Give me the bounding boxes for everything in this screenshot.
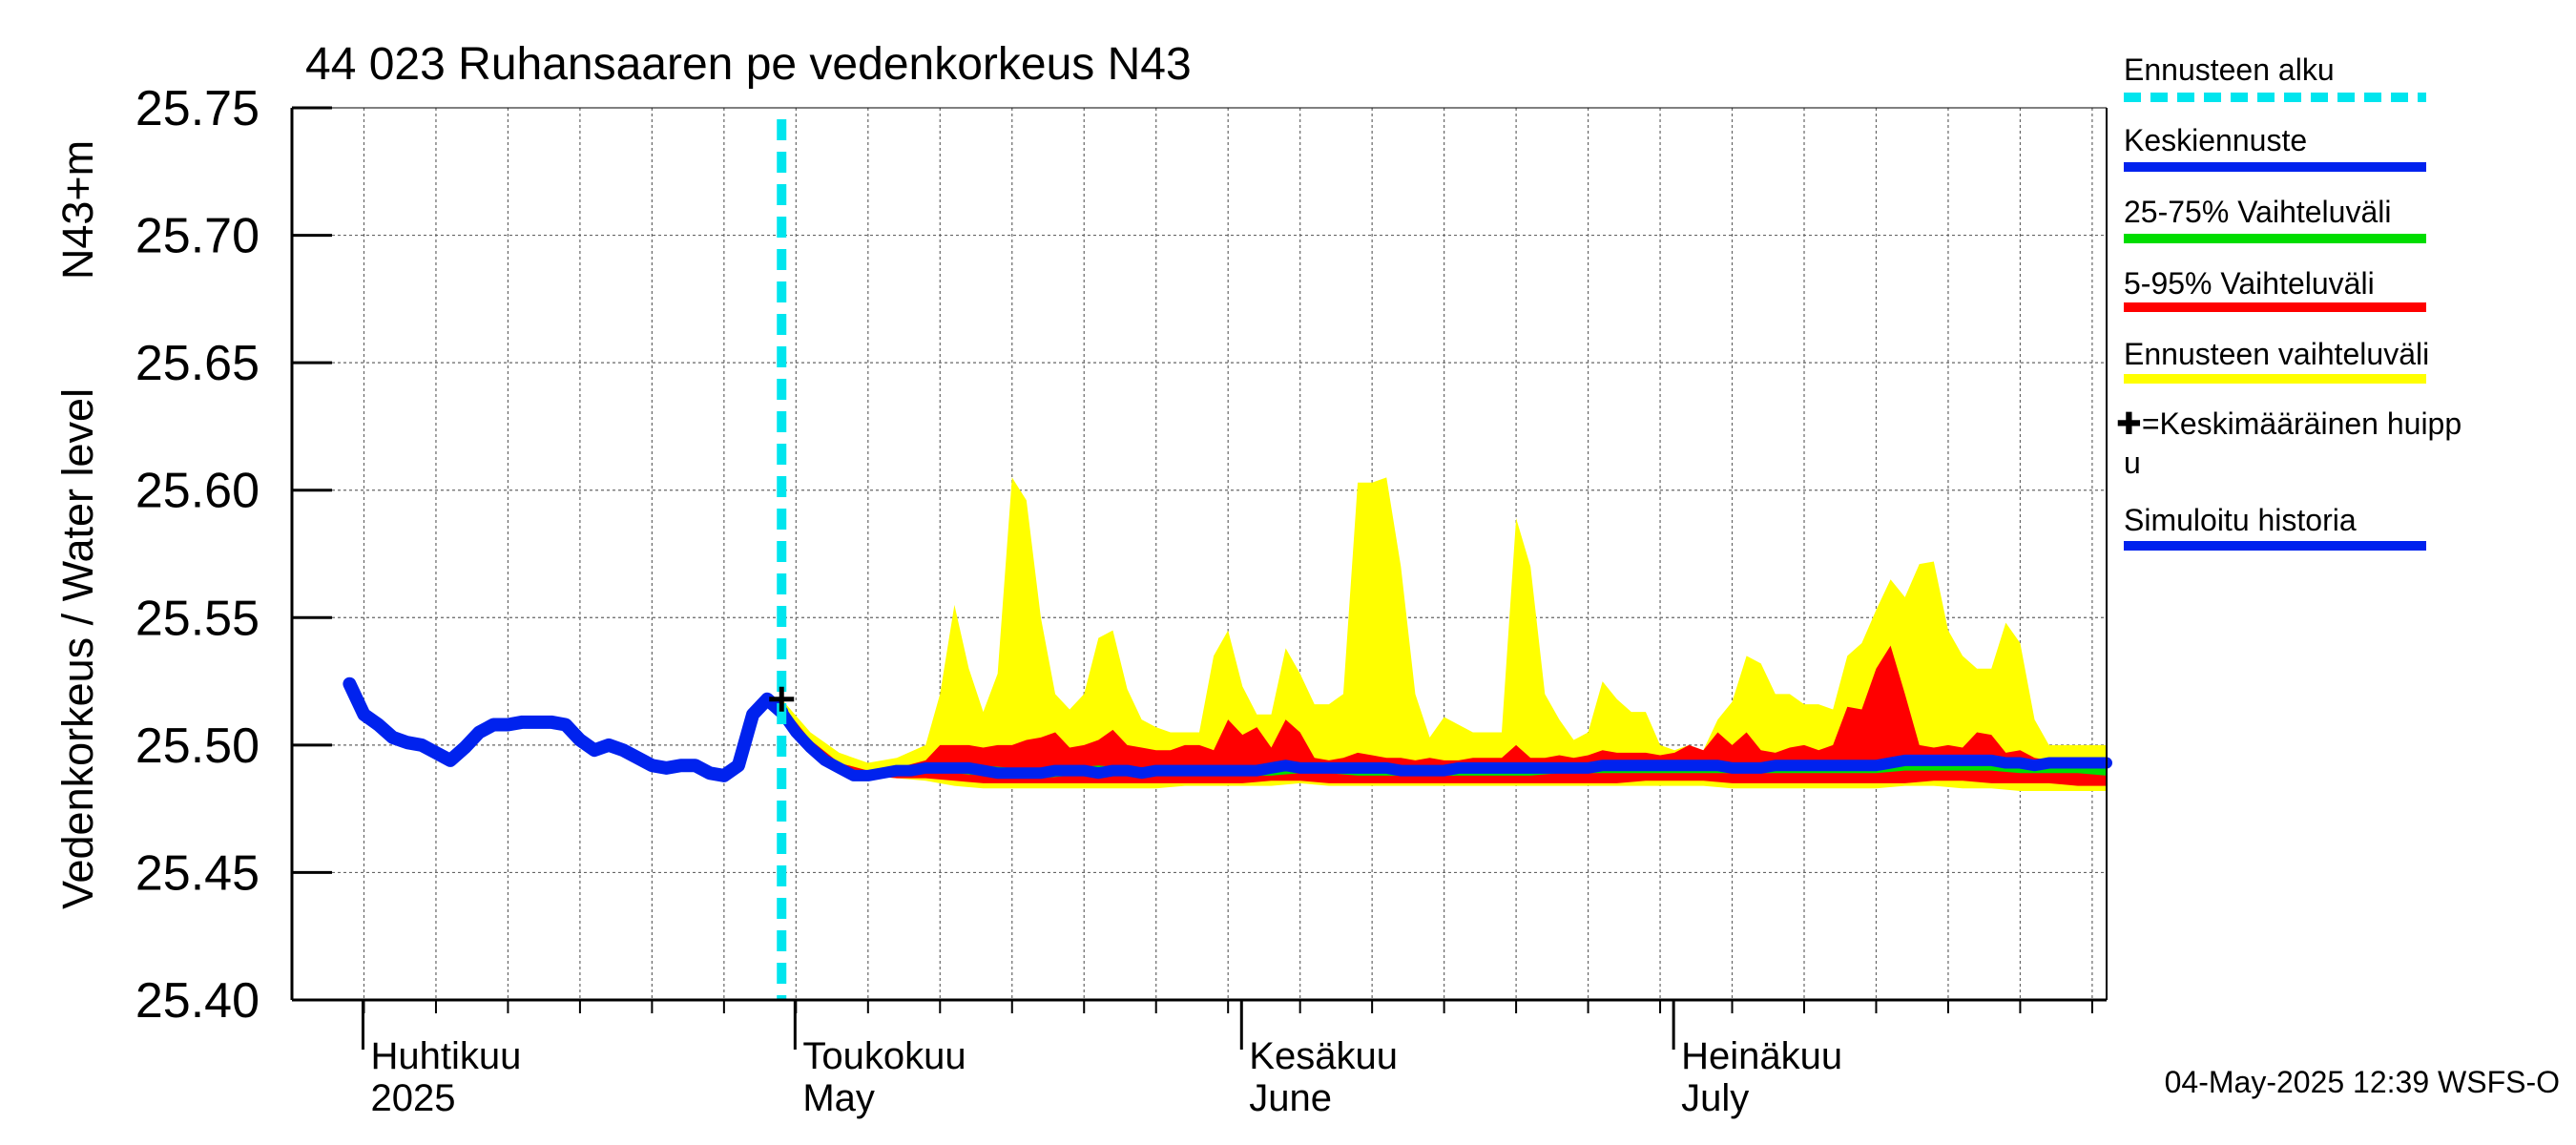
legend-label: 25-75% Vaihteluväli xyxy=(2124,195,2391,229)
legend-label: Keskiennuste xyxy=(2124,123,2307,157)
x-month-label: Toukokuu xyxy=(802,1035,966,1077)
simulated-history-line xyxy=(343,677,789,782)
y-tick-label: 25.60 xyxy=(135,464,260,519)
grid xyxy=(292,108,2107,1000)
tick-labels: 25.40 25.45 25.50 25.55 25.60 25.65 25.70 25.75… xyxy=(135,81,1842,1119)
mean-forecast-line xyxy=(776,706,2112,781)
legend-label: u xyxy=(2124,446,2141,480)
legend-label: Simuloitu historia xyxy=(2124,503,2357,537)
y-tick-label: 25.55 xyxy=(135,591,260,646)
forecast-lines xyxy=(343,119,2112,1000)
forecast-range-band xyxy=(781,477,2108,791)
y-tick-label: 25.50 xyxy=(135,718,260,774)
x-month-label: Huhtikuu xyxy=(370,1035,521,1077)
x-month-sublabel: July xyxy=(1681,1077,1749,1119)
y-axis-label: Vedenkorkeus / Water level xyxy=(53,388,102,909)
y-tick-label: 25.70 xyxy=(135,209,260,264)
band-5-95 xyxy=(781,645,2108,786)
legend-label: Ennusteen vaihteluväli xyxy=(2124,337,2429,371)
x-month-sublabel: May xyxy=(802,1077,875,1119)
x-month-sublabel: June xyxy=(1249,1077,1332,1119)
y-tick-label: 25.65 xyxy=(135,336,260,391)
y-tick-label: 25.45 xyxy=(135,845,260,901)
legend-label: Ennusteen alku xyxy=(2124,52,2335,87)
chart-title: 44 023 Ruhansaaren pe vedenkorkeus N43 xyxy=(305,39,1192,90)
axes xyxy=(290,106,2108,1050)
y-tick-label: 25.75 xyxy=(135,81,260,136)
x-month-label: Heinäkuu xyxy=(1681,1035,1842,1077)
forecast-bands xyxy=(781,477,2108,791)
legend-label: ✚=Keskimääräinen huipp xyxy=(2116,406,2462,441)
timestamp-footer: 04-May-2025 12:39 WSFS-O xyxy=(2165,1065,2560,1099)
mean-peak-marker xyxy=(769,686,795,712)
x-month-sublabel: 2025 xyxy=(370,1077,455,1119)
x-month-label: Kesäkuu xyxy=(1249,1035,1398,1077)
y-axis-unit-label: N43+m xyxy=(53,140,102,280)
legend: Ennusteen alku Keskiennuste 25-75% Vaihtel… xyxy=(2116,52,2462,551)
legend-label: 5-95% Vaihteluväli xyxy=(2124,266,2375,301)
y-tick-label: 25.40 xyxy=(135,973,260,1029)
